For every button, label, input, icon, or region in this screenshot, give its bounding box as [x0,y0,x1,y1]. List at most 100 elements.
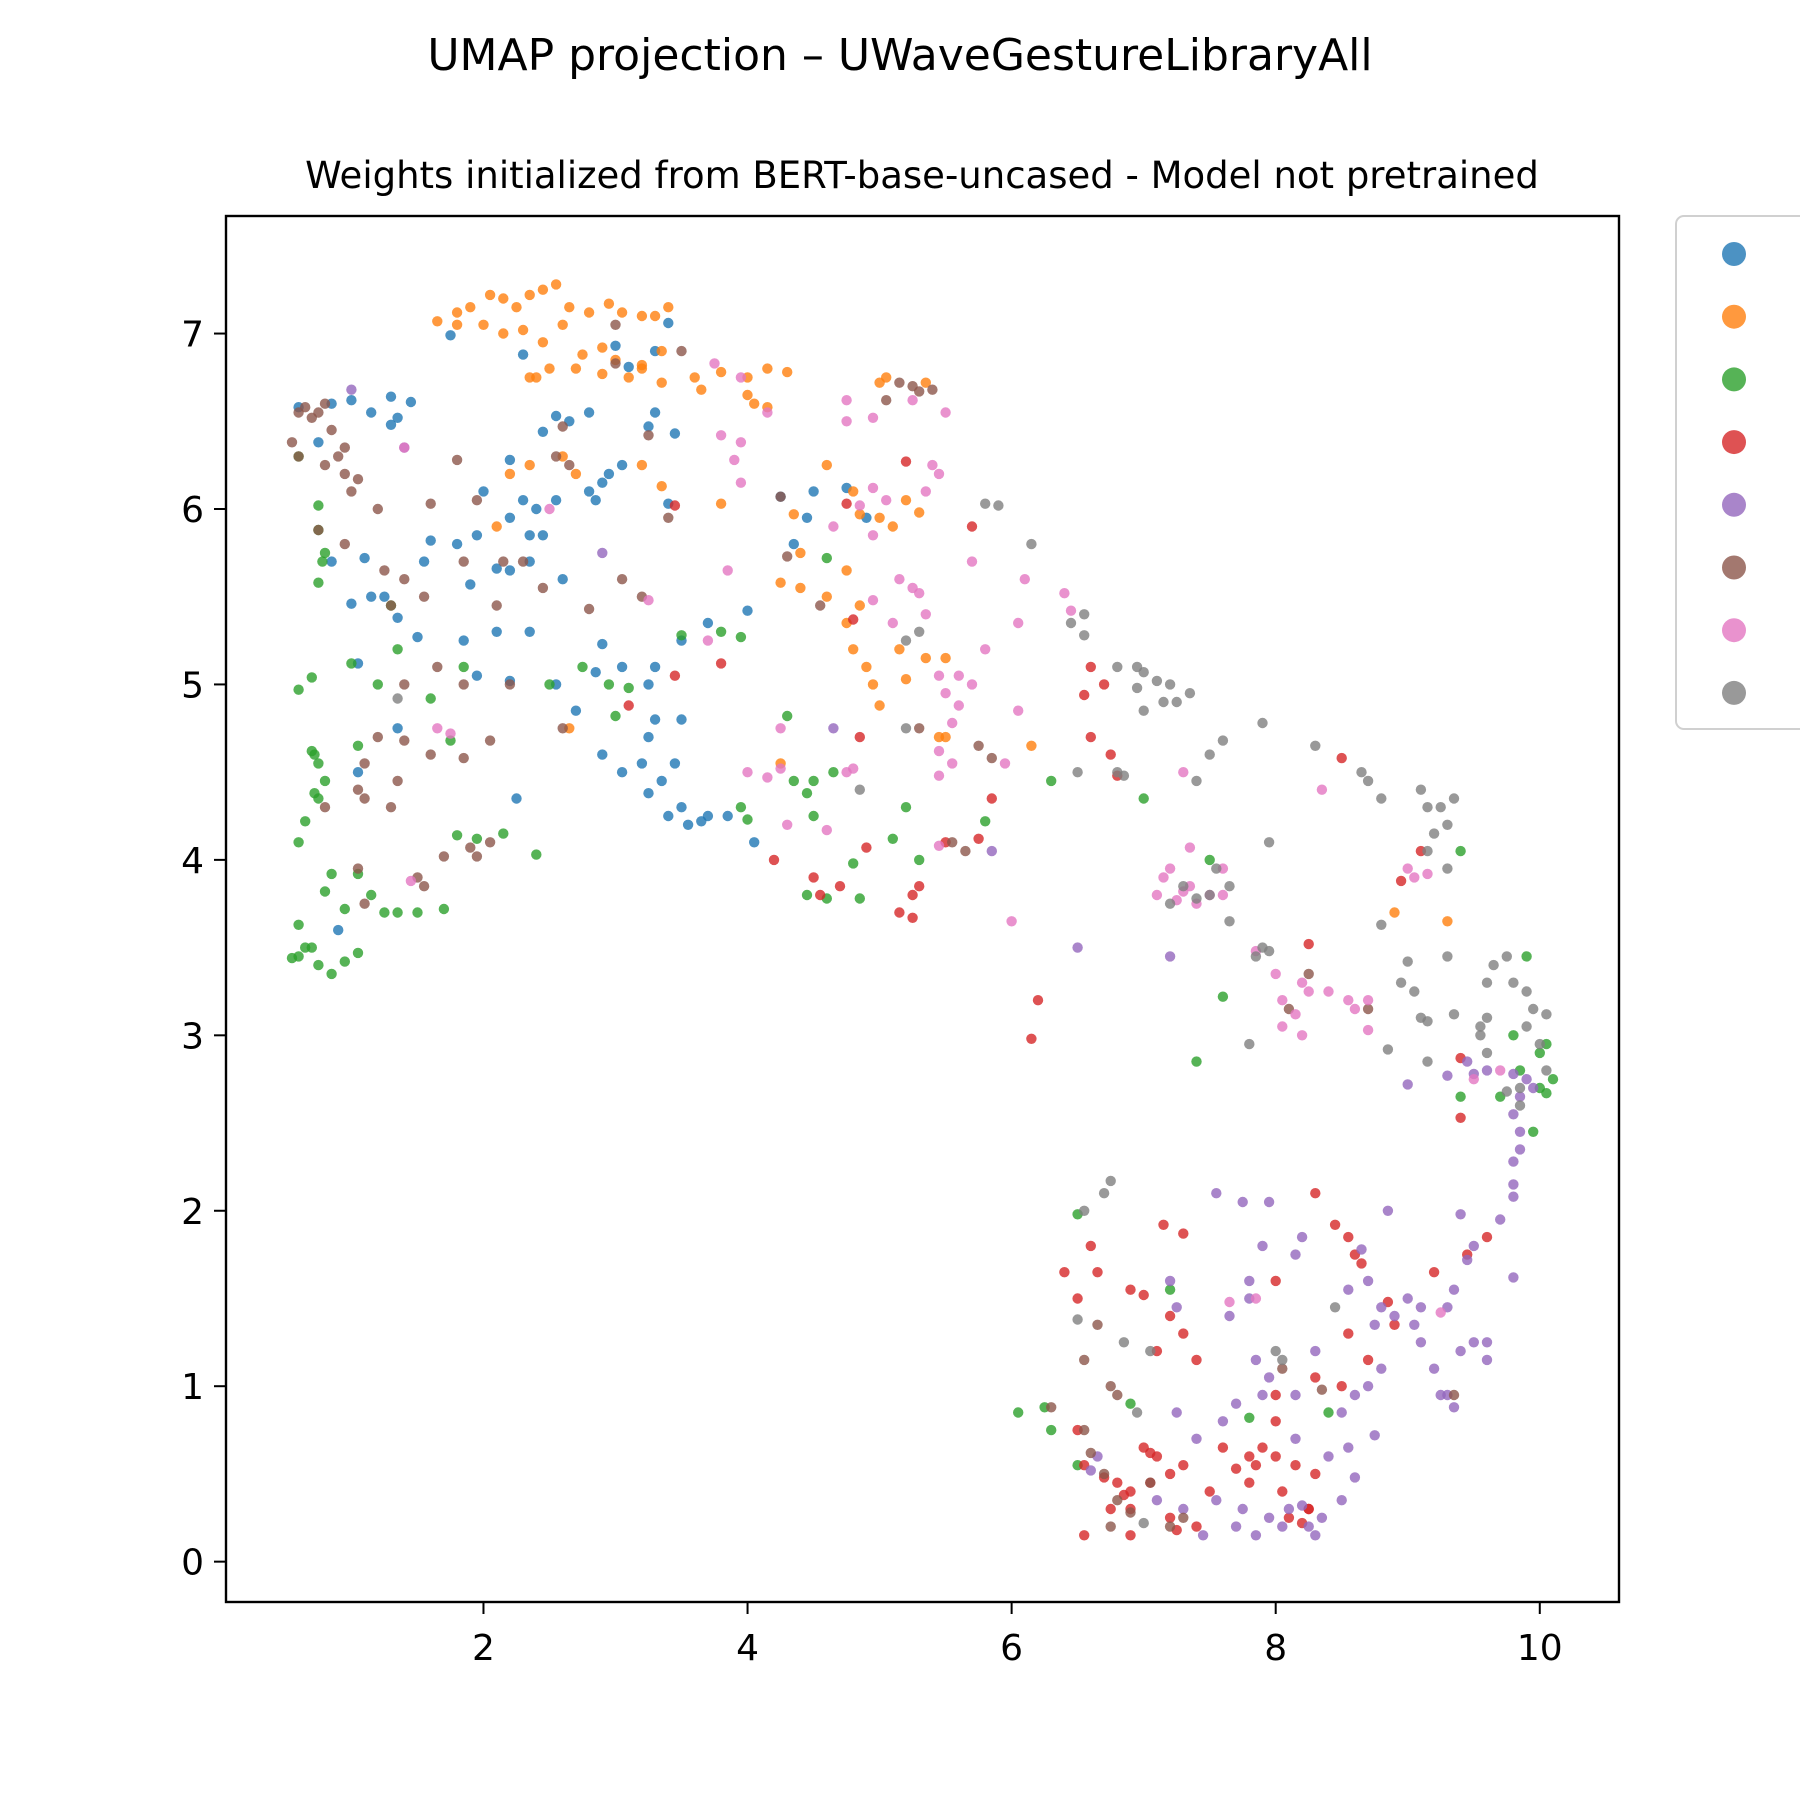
scatter-point [867,595,879,606]
scatter-point [953,670,964,681]
scatter-point [722,565,733,576]
scatter-point [1237,1196,1248,1208]
scatter-point [597,368,608,380]
scatter-point [900,674,912,685]
legend-marker-4 [1722,430,1746,455]
scatter-point [775,577,786,588]
scatter-point [517,324,529,336]
scatter-point [491,600,502,611]
scatter-point [524,626,535,637]
scatter-point [1211,1495,1222,1506]
scatter-point [848,858,859,869]
scatter-point [590,495,601,506]
y-tick-label: 4 [181,841,204,882]
scatter-point [742,389,753,401]
scatter-point [1178,1503,1189,1515]
scatter-point [663,317,674,329]
scatter-point [1382,1044,1394,1055]
scatter-point [1263,945,1275,957]
scatter-point [762,363,773,374]
scatter-point [1435,1307,1446,1318]
scatter-point [1376,1363,1387,1374]
scatter-point [894,644,905,655]
scatter-point [775,723,786,734]
scatter-point [1336,1407,1347,1418]
scatter-point [478,319,489,330]
scatter-point [1528,1003,1539,1015]
scatter-point [742,814,753,825]
scatter-point [1250,951,1262,962]
scatter-point [1151,1495,1163,1506]
y-tick-label: 7 [181,315,204,356]
scatter-point [1402,956,1413,967]
scatter-point [663,512,674,523]
series-7 [399,358,1506,1318]
scatter-point [762,407,773,418]
scatter-point [867,482,879,494]
scatter-point [861,661,872,673]
scatter-point [313,407,324,418]
scatter-point [643,595,654,606]
scatter-point [597,547,608,559]
scatter-point [319,459,331,471]
scatter-point [597,477,608,488]
scatter-point [1158,696,1169,708]
legend-markers [1722,242,1746,705]
scatter-point [815,889,826,901]
scatter-point [1310,1345,1321,1357]
scatter-point [940,652,951,664]
scatter-point [1442,951,1453,962]
scatter-point [465,842,476,853]
scatter-point [504,454,516,466]
scatter-point [346,658,357,669]
scatter-point [550,279,562,290]
scatter-point [848,644,859,655]
scatter-point [1184,842,1196,853]
scatter-point [1032,995,1044,1006]
scatter-point [484,289,496,301]
scatter-point [1244,1477,1255,1488]
scatter-point [1164,1512,1176,1524]
scatter-point [537,582,549,594]
scatter-point [1362,1354,1374,1366]
scatter-point [1013,705,1024,716]
scatter-point [1362,995,1374,1006]
scatter-point [359,793,370,804]
y-axis: 0 1 2 3 4 5 6 7 [181,315,226,1584]
scatter-point [1362,1275,1374,1287]
scatter-point [319,802,331,813]
scatter-point [722,810,733,822]
scatter-point [1257,717,1268,729]
scatter-point [1006,916,1017,927]
scatter-point [1217,1442,1229,1453]
scatter-point [524,530,535,541]
scatter-point [788,538,799,550]
scatter-point [1105,1521,1116,1532]
scatter-point [900,456,912,467]
scatter-point [597,342,608,353]
scatter-point [1310,1530,1321,1541]
scatter-point [1303,1521,1314,1532]
scatter-point [570,705,582,716]
scatter-point [313,500,324,511]
scatter-point [1217,889,1229,901]
scatter-point [1514,1144,1526,1155]
scatter-point [583,603,595,615]
scatter-point [471,670,483,681]
scatter-point [1290,1249,1301,1260]
scatter-point [352,740,364,751]
scatter-point [1514,1082,1526,1094]
scatter-point [960,845,971,857]
scatter-point [1336,1495,1347,1506]
scatter-point [603,679,615,690]
scatter-point [1191,1354,1202,1366]
scatter-point [317,556,328,567]
scatter-point [1145,1447,1156,1459]
scatter-point [1323,1407,1334,1418]
legend-marker-8 [1722,680,1746,705]
scatter-point [1257,1442,1268,1453]
scatter-point [372,503,383,515]
scatter-point [1151,889,1163,901]
scatter-point [1409,986,1420,997]
scatter-point [1079,689,1090,701]
